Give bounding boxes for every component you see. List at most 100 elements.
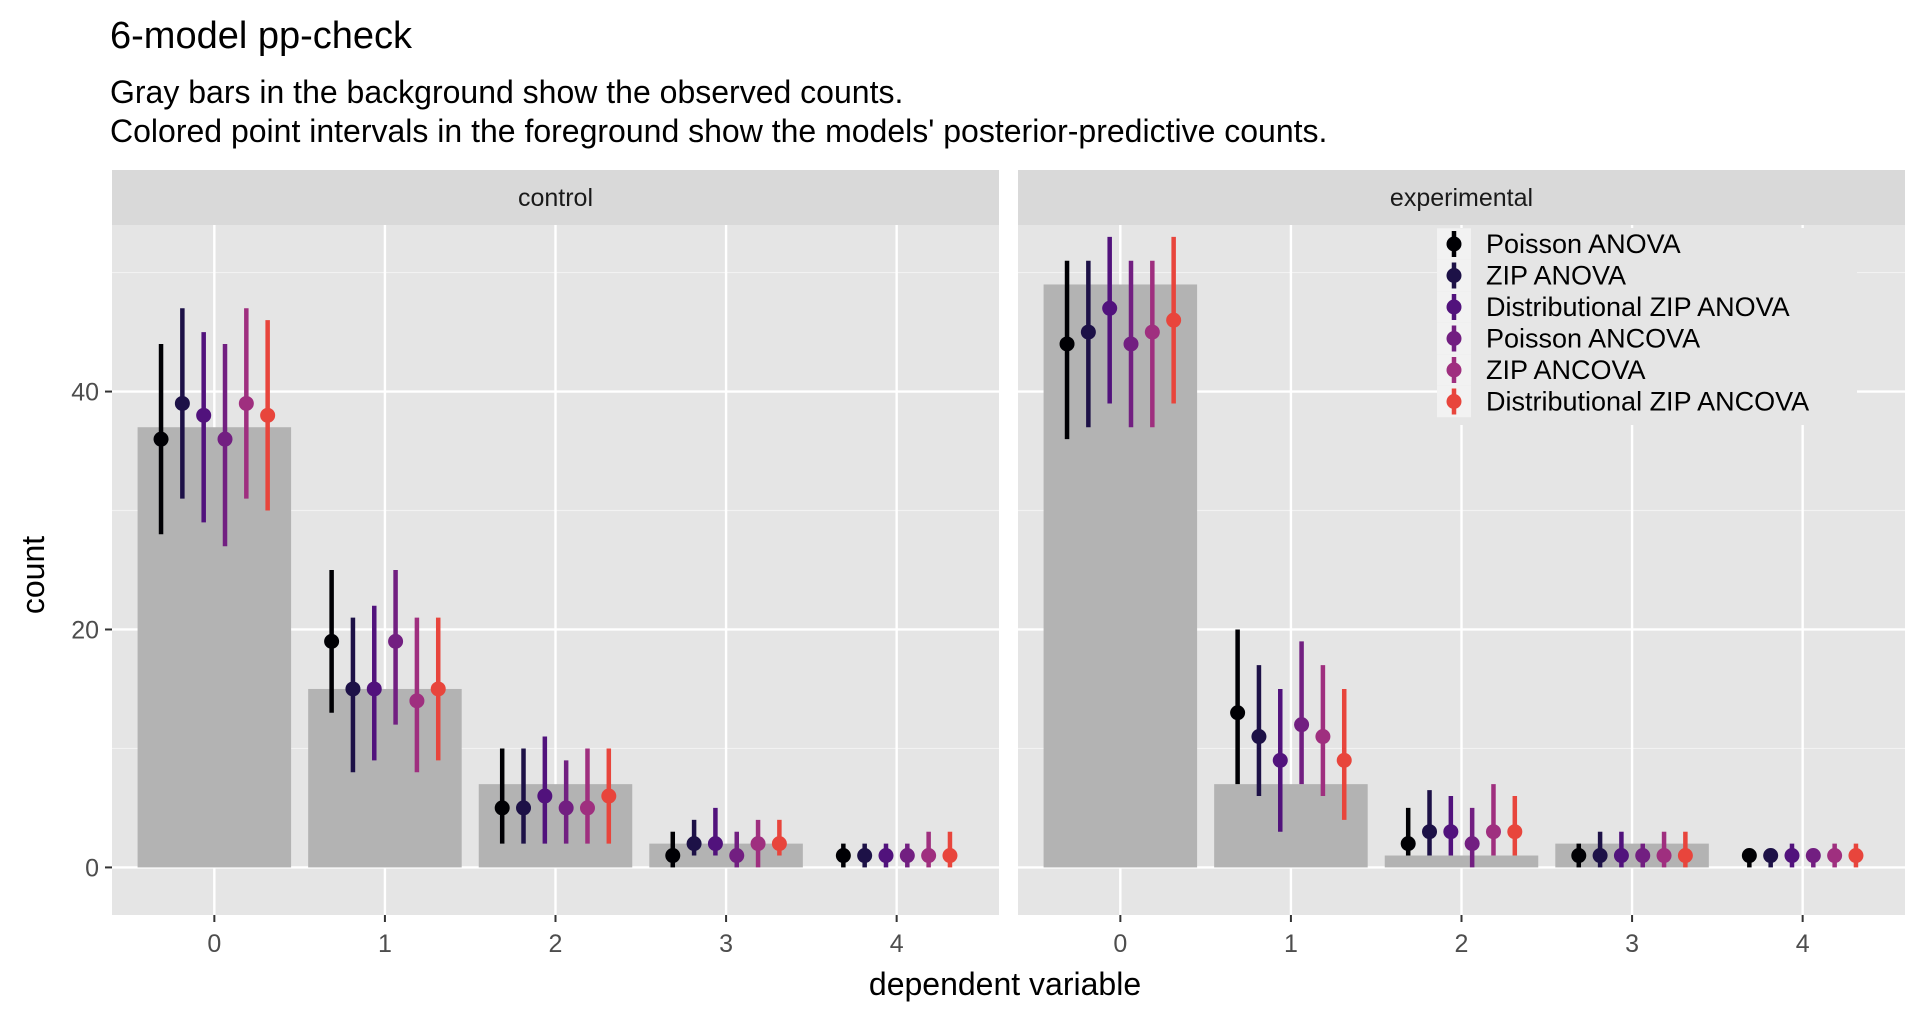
point-experimental-4-model-6 xyxy=(1848,848,1864,864)
legend-label: ZIP ANCOVA xyxy=(1486,355,1646,385)
point-control-2-model-4 xyxy=(558,800,574,816)
facet-strip xyxy=(112,170,999,225)
x-tick-label: 1 xyxy=(1284,930,1298,958)
point-control-4-model-1 xyxy=(835,848,851,864)
point-experimental-3-model-1 xyxy=(1571,848,1587,864)
x-tick-label: 0 xyxy=(207,930,221,958)
point-experimental-4-model-3 xyxy=(1784,848,1800,864)
x-tick-label: 1 xyxy=(378,930,392,958)
legend-background xyxy=(1437,228,1857,425)
point-experimental-0-model-5 xyxy=(1144,324,1160,340)
point-experimental-3-model-5 xyxy=(1656,848,1672,864)
point-control-1-model-6 xyxy=(430,681,446,697)
point-control-4-model-5 xyxy=(921,848,937,864)
x-tick-label: 4 xyxy=(890,930,904,958)
point-control-3-model-2 xyxy=(686,836,702,852)
observed-bar-experimental-3 xyxy=(1555,843,1709,868)
point-control-0-model-5 xyxy=(238,395,254,411)
point-experimental-2-model-1 xyxy=(1400,836,1416,852)
point-control-1-model-3 xyxy=(366,681,382,697)
chart-subtitle-line-1: Gray bars in the background show the obs… xyxy=(110,74,903,110)
point-control-4-model-2 xyxy=(857,848,873,864)
point-control-0-model-6 xyxy=(260,407,276,423)
point-control-2-model-6 xyxy=(601,788,617,804)
facet-strip-label: experimental xyxy=(1390,184,1533,212)
point-experimental-1-model-6 xyxy=(1336,752,1352,768)
point-control-1-model-5 xyxy=(409,693,425,709)
point-control-4-model-3 xyxy=(878,848,894,864)
x-tick-label: 2 xyxy=(1455,930,1469,958)
legend-key-point xyxy=(1446,362,1462,378)
legend-label: Poisson ANCOVA xyxy=(1486,324,1700,354)
point-experimental-2-model-6 xyxy=(1507,824,1523,840)
legend-label: Poisson ANOVA xyxy=(1486,229,1681,259)
x-axis-title: dependent variable xyxy=(869,966,1141,1002)
y-tick-label: 0 xyxy=(85,854,99,882)
x-tick-label: 2 xyxy=(549,930,563,958)
point-experimental-4-model-4 xyxy=(1805,848,1821,864)
legend-key-point xyxy=(1446,331,1462,346)
point-experimental-4-model-2 xyxy=(1763,848,1779,864)
point-experimental-1-model-3 xyxy=(1272,752,1288,768)
point-control-0-model-1 xyxy=(153,431,169,447)
point-experimental-3-model-3 xyxy=(1613,848,1629,864)
point-control-1-model-4 xyxy=(388,633,404,649)
point-experimental-1-model-5 xyxy=(1315,729,1331,745)
point-control-2-model-1 xyxy=(494,800,510,816)
point-experimental-3-model-6 xyxy=(1677,848,1693,864)
y-tick-label: 40 xyxy=(71,379,99,407)
chart-title: 6-model pp-check xyxy=(110,15,413,57)
point-experimental-1-model-4 xyxy=(1294,717,1310,733)
x-tick-label: 4 xyxy=(1796,930,1810,958)
point-experimental-0-model-4 xyxy=(1123,336,1139,352)
observed-bar-control-3 xyxy=(649,843,803,868)
point-control-2-model-2 xyxy=(516,800,532,816)
point-control-1-model-1 xyxy=(324,633,340,649)
point-experimental-2-model-3 xyxy=(1443,824,1459,840)
point-control-0-model-2 xyxy=(174,395,190,411)
point-experimental-0-model-1 xyxy=(1059,336,1075,352)
point-experimental-0-model-6 xyxy=(1166,312,1182,328)
legend-key-point xyxy=(1446,299,1462,315)
point-experimental-2-model-5 xyxy=(1485,824,1501,840)
x-tick-label: 3 xyxy=(1625,930,1639,958)
point-control-4-model-4 xyxy=(899,848,915,864)
point-experimental-2-model-2 xyxy=(1422,824,1438,840)
point-control-3-model-3 xyxy=(707,836,723,852)
y-tick-label: 20 xyxy=(71,616,99,644)
point-control-2-model-3 xyxy=(537,788,553,804)
point-experimental-0-model-2 xyxy=(1080,324,1096,340)
point-experimental-3-model-2 xyxy=(1592,848,1608,864)
point-control-3-model-6 xyxy=(771,836,787,852)
point-control-3-model-4 xyxy=(729,848,745,864)
point-control-0-model-4 xyxy=(217,431,233,447)
facet-strip xyxy=(1018,170,1905,225)
point-experimental-2-model-4 xyxy=(1464,836,1480,852)
y-axis-title: count xyxy=(15,536,51,614)
point-experimental-3-model-4 xyxy=(1635,848,1651,864)
point-experimental-1-model-2 xyxy=(1251,729,1267,745)
point-control-4-model-6 xyxy=(942,848,958,864)
legend-key-point xyxy=(1446,268,1462,283)
point-control-3-model-5 xyxy=(750,836,766,852)
point-experimental-1-model-1 xyxy=(1230,705,1246,721)
point-experimental-0-model-3 xyxy=(1102,300,1118,316)
point-control-2-model-5 xyxy=(579,800,595,816)
chart-subtitle-line-2: Colored point intervals in the foregroun… xyxy=(110,113,1327,149)
point-control-0-model-3 xyxy=(196,407,212,423)
legend-key-point xyxy=(1446,394,1462,409)
legend-label: Distributional ZIP ANCOVA xyxy=(1486,387,1809,417)
x-tick-label: 3 xyxy=(719,930,733,958)
point-control-3-model-1 xyxy=(665,848,681,864)
legend-label: Distributional ZIP ANOVA xyxy=(1486,292,1790,322)
legend-key-point xyxy=(1446,236,1462,252)
legend-label: ZIP ANOVA xyxy=(1486,261,1626,291)
point-control-1-model-2 xyxy=(345,681,361,697)
facet-strip-label: control xyxy=(518,184,593,212)
point-experimental-4-model-1 xyxy=(1741,848,1757,864)
observed-bar-experimental-2 xyxy=(1384,855,1539,868)
